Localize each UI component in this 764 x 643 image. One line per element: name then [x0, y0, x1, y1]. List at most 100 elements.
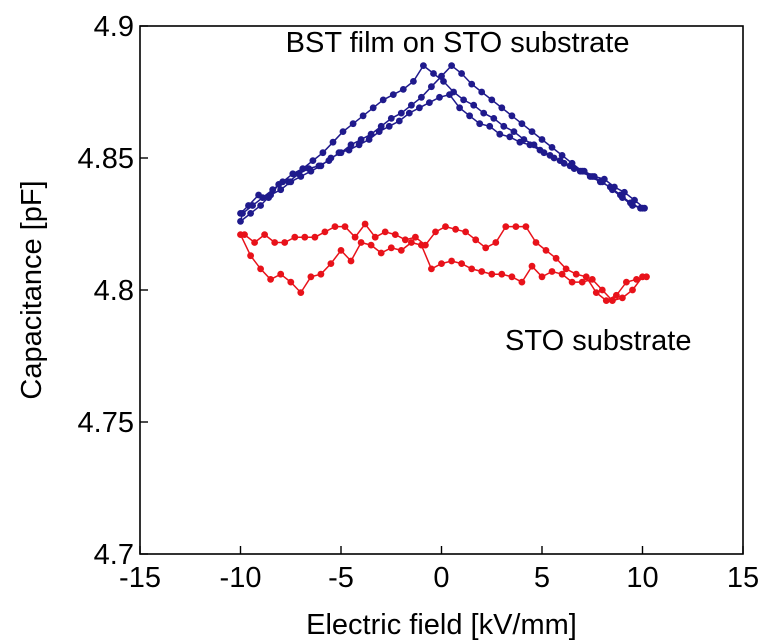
- data-point: [267, 276, 274, 283]
- y-tick-label: 4.8: [94, 275, 134, 307]
- data-point: [426, 99, 433, 106]
- data-point: [381, 228, 389, 236]
- data-point: [377, 249, 385, 257]
- data-point: [401, 236, 409, 244]
- data-point: [458, 260, 465, 267]
- y-tick-label: 4.75: [78, 407, 134, 439]
- data-point: [538, 136, 546, 143]
- data-point: [279, 178, 287, 186]
- data-point: [297, 289, 305, 296]
- data-point: [496, 130, 504, 138]
- data-point: [460, 96, 467, 104]
- series-0: [237, 62, 648, 225]
- y-tick-label: 4.9: [94, 11, 134, 43]
- data-point: [528, 128, 536, 136]
- data-point: [478, 88, 486, 96]
- data-point: [490, 115, 498, 122]
- data-point: [448, 62, 455, 69]
- data-point: [438, 72, 445, 80]
- data-point: [578, 167, 586, 175]
- data-point: [239, 210, 246, 217]
- data-point: [428, 83, 435, 91]
- data-point: [371, 233, 379, 241]
- data-point: [470, 101, 478, 109]
- data-point: [548, 144, 556, 151]
- data-point: [498, 104, 506, 112]
- data-point: [508, 112, 516, 120]
- series-line: [239, 64, 647, 224]
- data-point: [337, 149, 345, 157]
- data-point: [369, 104, 377, 112]
- data-point: [532, 239, 540, 246]
- data-point: [387, 115, 395, 122]
- data-point: [317, 162, 325, 170]
- x-tick-label: -10: [220, 562, 262, 594]
- data-point: [247, 210, 255, 217]
- data-point: [486, 122, 494, 130]
- data-point: [530, 141, 538, 149]
- data-point: [480, 109, 488, 117]
- annotation-label: BST film on STO substrate: [286, 27, 630, 59]
- data-point: [440, 78, 447, 85]
- x-axis-title: Electric field [kV/mm]: [306, 609, 577, 641]
- data-point: [506, 133, 514, 141]
- data-point: [450, 88, 457, 96]
- data-point: [357, 239, 365, 246]
- data-point: [385, 122, 393, 130]
- data-point: [297, 173, 305, 180]
- data-point: [462, 228, 469, 236]
- data-point: [570, 165, 578, 173]
- data-point: [568, 159, 576, 167]
- x-tick-label: -5: [328, 562, 354, 594]
- data-point: [528, 262, 536, 270]
- data-point: [592, 289, 600, 296]
- y-tick-label: 4.85: [78, 143, 134, 175]
- data-point: [331, 223, 339, 231]
- data-point: [482, 244, 490, 252]
- data-point: [436, 93, 443, 101]
- data-point: [643, 273, 650, 281]
- data-point: [249, 202, 256, 209]
- data-point: [518, 120, 526, 128]
- data-point: [389, 91, 397, 98]
- data-point: [367, 130, 375, 138]
- x-tick-label: -15: [119, 562, 161, 594]
- data-point: [355, 141, 363, 149]
- data-point: [339, 128, 347, 136]
- data-point: [578, 278, 586, 286]
- data-point: [287, 278, 295, 286]
- data-point: [387, 244, 395, 252]
- data-point: [397, 109, 405, 117]
- data-point: [538, 273, 546, 281]
- data-point: [598, 178, 606, 186]
- data-point: [399, 86, 407, 93]
- data-point: [347, 257, 355, 265]
- data-point: [468, 265, 476, 273]
- data-point: [448, 257, 455, 265]
- data-point: [588, 276, 596, 283]
- data-point: [269, 186, 277, 194]
- data-point: [271, 239, 279, 246]
- data-point: [522, 223, 530, 231]
- data-point: [277, 270, 285, 278]
- data-point: [395, 117, 403, 125]
- data-point: [261, 231, 268, 239]
- data-point: [391, 231, 399, 239]
- data-point: [361, 220, 369, 228]
- data-point: [289, 170, 297, 178]
- data-point: [418, 93, 425, 101]
- data-point: [508, 273, 516, 281]
- data-point: [281, 239, 289, 246]
- data-point: [412, 233, 419, 241]
- data-point: [267, 191, 274, 199]
- data-point: [377, 122, 385, 130]
- data-point: [307, 167, 315, 175]
- series-layer: [237, 62, 650, 304]
- data-point: [442, 223, 449, 231]
- data-point: [602, 297, 610, 304]
- x-axis-ticks: -15 -10 -5 0 5 10 15: [119, 546, 759, 594]
- data-point: [405, 109, 413, 117]
- data-point: [329, 138, 337, 146]
- data-point: [520, 136, 528, 143]
- data-point: [299, 165, 307, 173]
